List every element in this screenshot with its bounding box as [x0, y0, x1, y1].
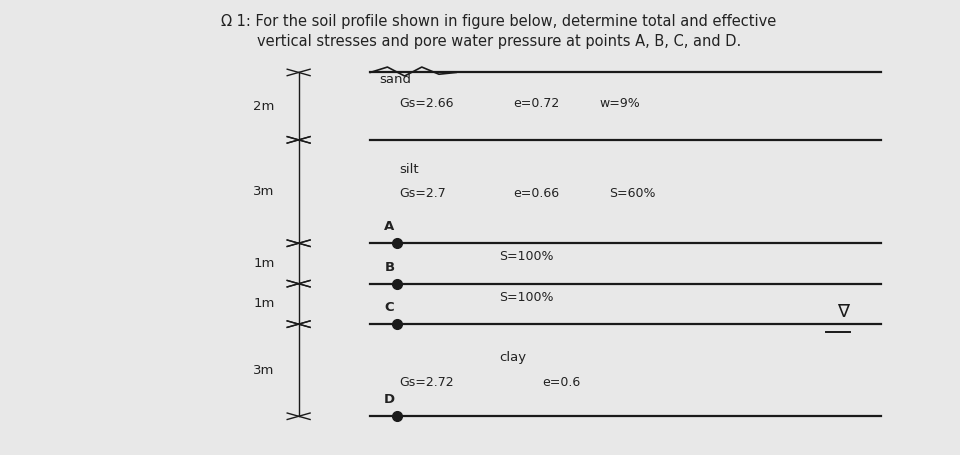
- Text: clay: clay: [499, 351, 526, 364]
- Text: 2m: 2m: [253, 100, 275, 113]
- Text: Gs=2.72: Gs=2.72: [398, 376, 453, 389]
- Text: C: C: [385, 301, 395, 314]
- Text: 3m: 3m: [253, 185, 275, 198]
- Text: Gs=2.7: Gs=2.7: [398, 187, 445, 200]
- Text: 1m: 1m: [253, 257, 275, 270]
- Text: sand: sand: [380, 73, 412, 86]
- Text: w=9%: w=9%: [599, 97, 640, 111]
- Text: Gs=2.66: Gs=2.66: [398, 97, 453, 111]
- Text: S=100%: S=100%: [499, 250, 554, 263]
- Text: D: D: [384, 394, 395, 406]
- Text: ∇: ∇: [837, 302, 849, 319]
- Text: S=100%: S=100%: [499, 291, 554, 303]
- Text: vertical stresses and pore water pressure at points A, B, C, and D.: vertical stresses and pore water pressur…: [257, 34, 741, 49]
- Text: Ω 1: For the soil profile shown in figure below, determine total and effective: Ω 1: For the soil profile shown in figur…: [222, 14, 777, 29]
- Text: B: B: [384, 261, 395, 274]
- Text: e=0.6: e=0.6: [542, 376, 580, 389]
- Text: A: A: [384, 220, 395, 233]
- Text: silt: silt: [398, 162, 419, 176]
- Text: S=60%: S=60%: [609, 187, 656, 200]
- Text: 1m: 1m: [253, 298, 275, 310]
- Text: e=0.72: e=0.72: [514, 97, 560, 111]
- Text: e=0.66: e=0.66: [514, 187, 560, 200]
- Text: 3m: 3m: [253, 364, 275, 377]
